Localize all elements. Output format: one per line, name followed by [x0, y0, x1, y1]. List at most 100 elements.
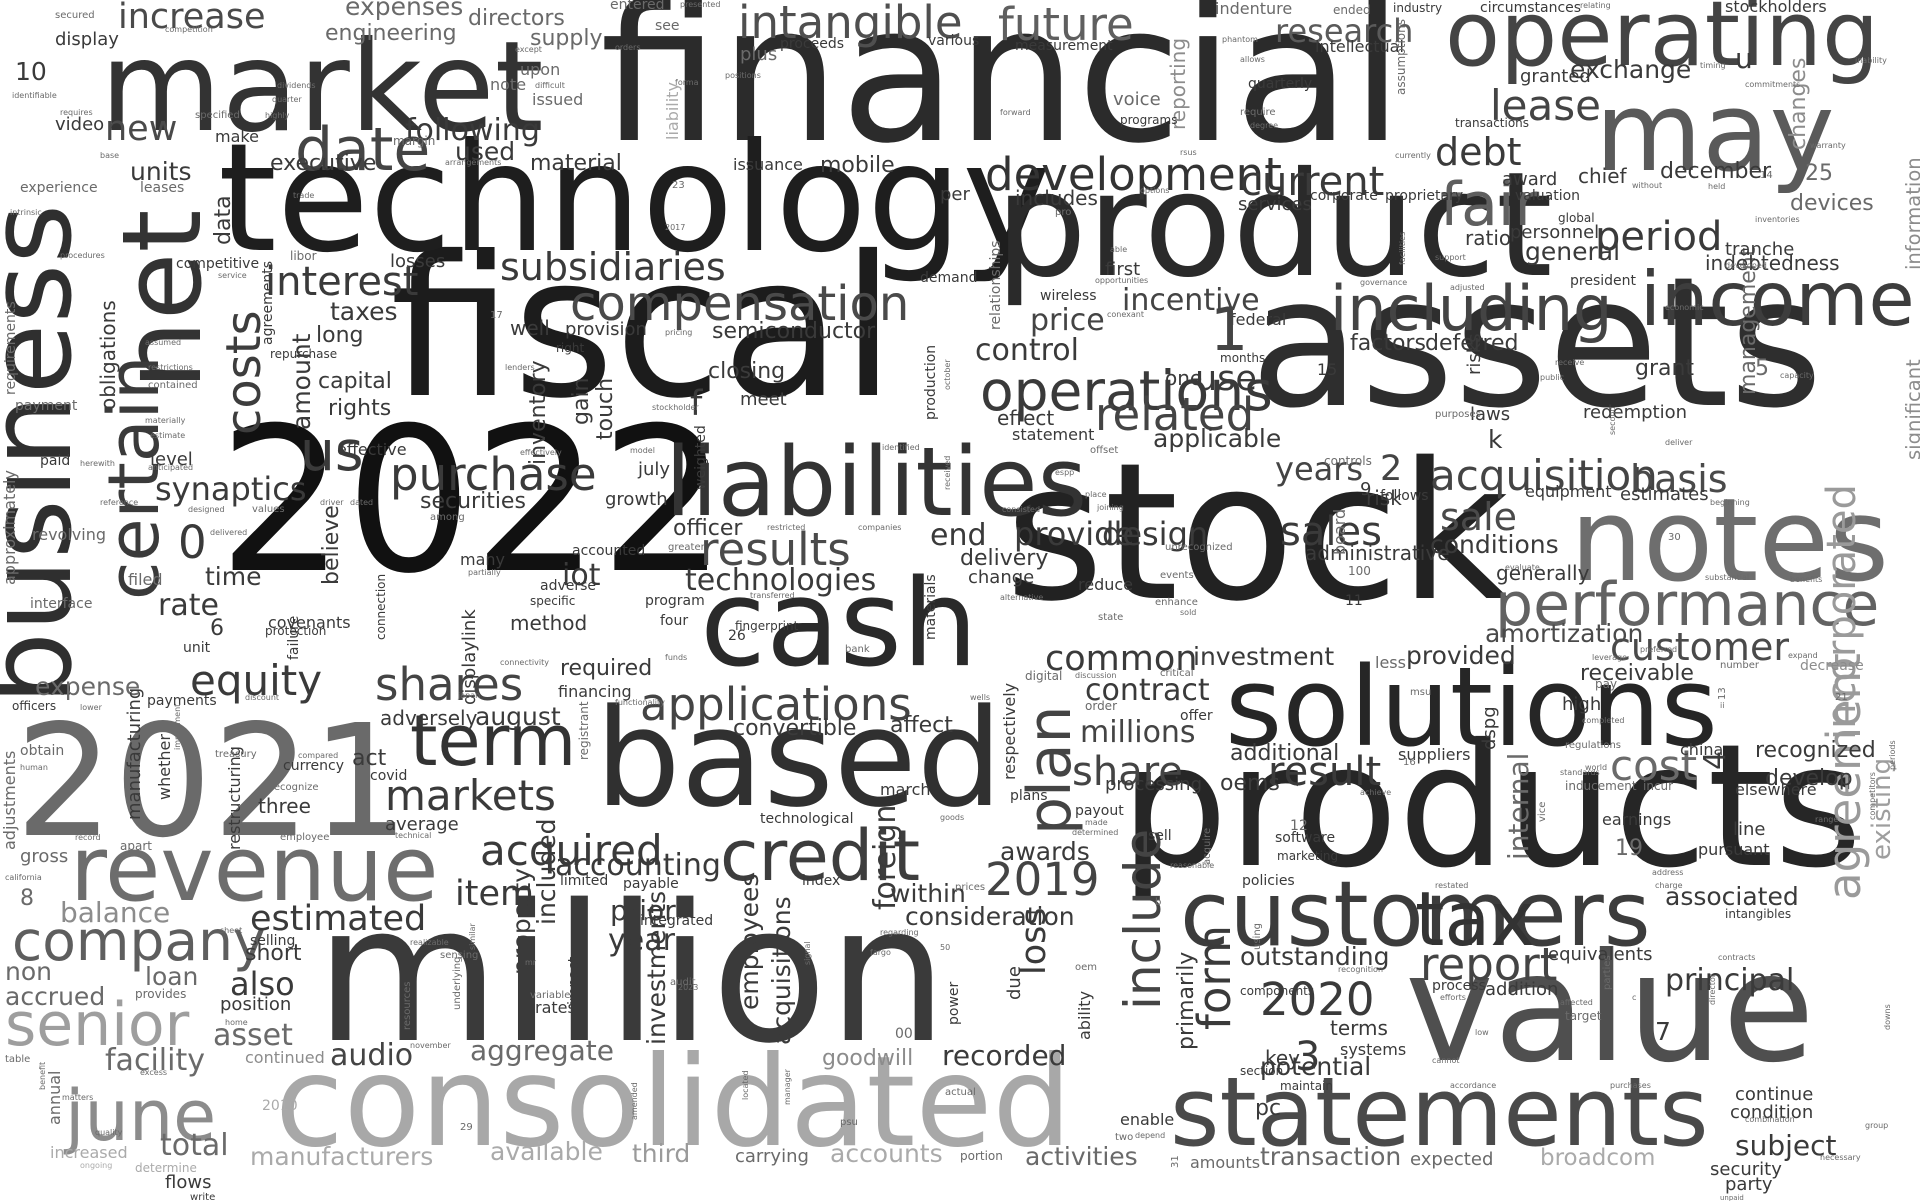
cloud-word: short [245, 941, 302, 966]
cloud-word: board [1330, 509, 1349, 555]
cloud-word: restrictions [148, 363, 193, 372]
cloud-word: similar [468, 922, 477, 950]
cloud-word: redemption [1583, 402, 1687, 423]
cloud-word: 2021 [15, 691, 409, 872]
cloud-word: 6 [210, 616, 224, 641]
cloud-word: following [405, 113, 540, 148]
cloud-word: follows [1380, 488, 1429, 504]
cloud-word: anticipated [148, 463, 193, 472]
cloud-word: partially [468, 568, 501, 577]
cloud-word: rights [328, 396, 391, 421]
cloud-word: difficult [535, 81, 565, 90]
cloud-word: applicable [1153, 424, 1281, 453]
cloud-word: restated [1435, 881, 1468, 890]
cloud-word: maintain [1280, 1079, 1333, 1093]
cloud-word: two [1115, 1132, 1133, 1143]
cloud-word: mr [525, 958, 537, 967]
cloud-word: affect [890, 713, 953, 738]
cloud-word: phantom [1222, 35, 1258, 44]
cloud-word: estimate [150, 431, 185, 440]
cloud-word: 5 [1755, 356, 1769, 381]
cloud-word: position [220, 994, 291, 1015]
cloud-word: party [1725, 1174, 1773, 1195]
cloud-word: display [55, 29, 119, 50]
cloud-word: lower [80, 703, 103, 712]
cloud-word: terms [1330, 1016, 1388, 1040]
cloud-word: msu [1410, 687, 1431, 698]
cloud-word: california [5, 873, 42, 882]
cloud-word: transferred [750, 591, 795, 600]
cloud-word: entered [610, 0, 665, 13]
cloud-word: award [1502, 169, 1557, 190]
cloud-word: warranty [1810, 141, 1846, 150]
cloud-word: aggregate [470, 1034, 614, 1067]
cloud-word: year [608, 923, 676, 958]
cloud-word: subsidiaries [500, 245, 726, 289]
cloud-word: determine [135, 1161, 197, 1175]
cloud-word: portion [960, 1149, 1003, 1163]
cloud-word: recognize [270, 782, 319, 793]
cloud-word: table [5, 1054, 30, 1065]
cloud-word: 2022 [218, 385, 727, 618]
cloud-word: risk [1366, 486, 1402, 510]
cloud-word: devices [1790, 191, 1874, 216]
cloud-word: operations [980, 359, 1273, 423]
cloud-word: protection [265, 624, 326, 638]
cloud-word: obligations [96, 300, 120, 410]
cloud-word: engineering [325, 21, 457, 46]
cloud-word: including [1330, 272, 1612, 345]
cloud-word: ii [1720, 701, 1724, 710]
cloud-word: model [630, 446, 655, 455]
cloud-word: specific [530, 594, 575, 608]
cloud-word: located [741, 1070, 750, 1100]
cloud-word: reference [100, 498, 138, 507]
cloud-word: incentive [1122, 283, 1260, 318]
cloud-word: financial [600, 0, 1403, 185]
cloud-word: relationships [988, 240, 1004, 330]
cloud-word: processing [1105, 774, 1202, 795]
cloud-word: sheet [220, 926, 242, 935]
cloud-word: using [1252, 923, 1263, 950]
cloud-word: stockholder [652, 403, 699, 412]
cloud-word: funds [665, 653, 687, 662]
cloud-word: secured [55, 10, 95, 21]
cloud-word: requires [60, 108, 93, 117]
cloud-word: companies [858, 523, 901, 532]
cloud-word: investment [1193, 642, 1334, 671]
cloud-word: quality [95, 1128, 123, 1137]
cloud-word: years [1275, 450, 1363, 488]
cloud-word: leases [140, 180, 184, 196]
cloud-word: accounted [572, 543, 645, 559]
cloud-word: administrative [1305, 541, 1450, 565]
cloud-word: carrying [735, 1146, 809, 1167]
cloud-word: materially [145, 416, 186, 425]
cloud-word: adjustments [0, 751, 19, 850]
cloud-word: oem [1075, 962, 1097, 973]
cloud-word: valuation [1515, 188, 1580, 204]
cloud-word: presented [680, 0, 720, 9]
cloud-word: 00 [895, 1026, 913, 1042]
cloud-word: key [1265, 1046, 1300, 1070]
cloud-word: designed [188, 505, 225, 514]
cloud-word: ratio [1465, 226, 1511, 250]
cloud-word: performance [1495, 570, 1879, 640]
cloud-word: digital [1025, 669, 1062, 683]
cloud-word: solutions [1225, 643, 1718, 771]
cloud-word: interest [265, 259, 418, 305]
cloud-word: one [1165, 366, 1202, 390]
cloud-word: data [211, 195, 236, 245]
cloud-word: goodwill [822, 1046, 913, 1071]
cloud-word: 8 [20, 886, 34, 911]
cloud-word: accrued [5, 982, 105, 1011]
cloud-word: december [1660, 159, 1772, 184]
cloud-word: effectively [520, 448, 562, 457]
cloud-word: stock [1005, 422, 1509, 643]
cloud-word: group [1865, 1121, 1888, 1130]
cloud-word: expense [35, 672, 140, 701]
cloud-word: compared [298, 751, 338, 760]
cloud-word: connection [374, 574, 388, 640]
cloud-word: results [700, 523, 851, 576]
cloud-word: unit [183, 640, 211, 656]
cloud-word: method [510, 611, 587, 635]
cloud-word: section [1240, 1064, 1283, 1078]
